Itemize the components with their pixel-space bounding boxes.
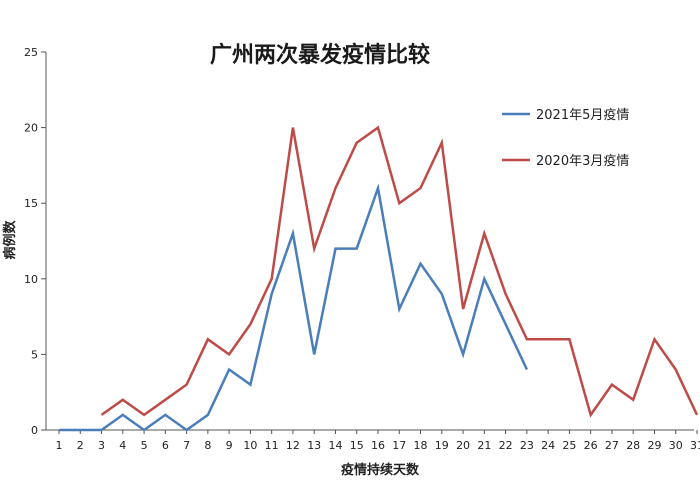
x-tick-label: 8 — [204, 439, 211, 452]
x-tick-label: 29 — [647, 439, 661, 452]
x-tick-label: 26 — [584, 439, 598, 452]
x-tick-label: 19 — [435, 439, 449, 452]
x-axis-label: 疫情持续天数 — [341, 462, 420, 478]
y-tick-label: 5 — [31, 348, 38, 361]
x-tick-label: 18 — [414, 439, 428, 452]
y-tick-label: 20 — [24, 122, 38, 135]
x-tick-label: 2 — [77, 439, 84, 452]
legend-label-1: 2021年5月疫情 — [536, 107, 629, 123]
x-tick-label: 6 — [162, 439, 169, 452]
y-tick-label: 10 — [24, 273, 38, 286]
x-tick-label: 1 — [56, 439, 63, 452]
x-tick-label: 17 — [392, 439, 406, 452]
x-tick-label: 7 — [183, 439, 190, 452]
x-tick-label: 22 — [499, 439, 513, 452]
x-tick-label: 12 — [286, 439, 300, 452]
x-tick-label: 28 — [626, 439, 640, 452]
y-tick-label: 0 — [31, 424, 38, 437]
x-tick-label: 15 — [350, 439, 364, 452]
legend-label-2: 2020年3月疫情 — [536, 153, 629, 169]
x-tick-label: 23 — [520, 439, 534, 452]
series-line-2 — [100, 125, 699, 418]
x-tick-label: 16 — [371, 439, 385, 452]
y-axis-label: 病例数 — [2, 220, 18, 260]
x-tick-label: 10 — [243, 439, 257, 452]
x-tick-label: 11 — [265, 439, 279, 452]
x-tick-label: 27 — [605, 439, 619, 452]
x-tick-label: 4 — [119, 439, 126, 452]
y-tick-label: 25 — [24, 46, 38, 59]
x-tick-label: 25 — [562, 439, 576, 452]
x-tick-label: 5 — [141, 439, 148, 452]
x-tick-label: 30 — [669, 439, 683, 452]
chart-title: 广州两次暴发疫情比较 — [210, 42, 430, 68]
x-tick-label: 20 — [456, 439, 470, 452]
x-tick-label: 24 — [541, 439, 555, 452]
x-tick-label: 13 — [307, 439, 321, 452]
series-line-1 — [59, 183, 529, 432]
x-tick-label: 31 — [690, 439, 700, 452]
series-lines — [59, 125, 699, 432]
x-tick-label: 9 — [226, 439, 233, 452]
y-tick-label: 15 — [24, 197, 38, 210]
x-tick-label: 21 — [477, 439, 491, 452]
y-ticks: 0 5 10 15 20 25 — [24, 46, 46, 437]
x-tick-label: 3 — [98, 439, 105, 452]
plot-axes — [45, 52, 694, 431]
legend: 2021年5月疫情 2020年3月疫情 — [502, 107, 629, 169]
x-tick-label: 14 — [328, 439, 342, 452]
x-ticks: 1 2 3 4 5 6 7 8 9 10 11 12 13 14 15 16 17 18 19 20 21 22 23 24 2… — [56, 430, 700, 452]
